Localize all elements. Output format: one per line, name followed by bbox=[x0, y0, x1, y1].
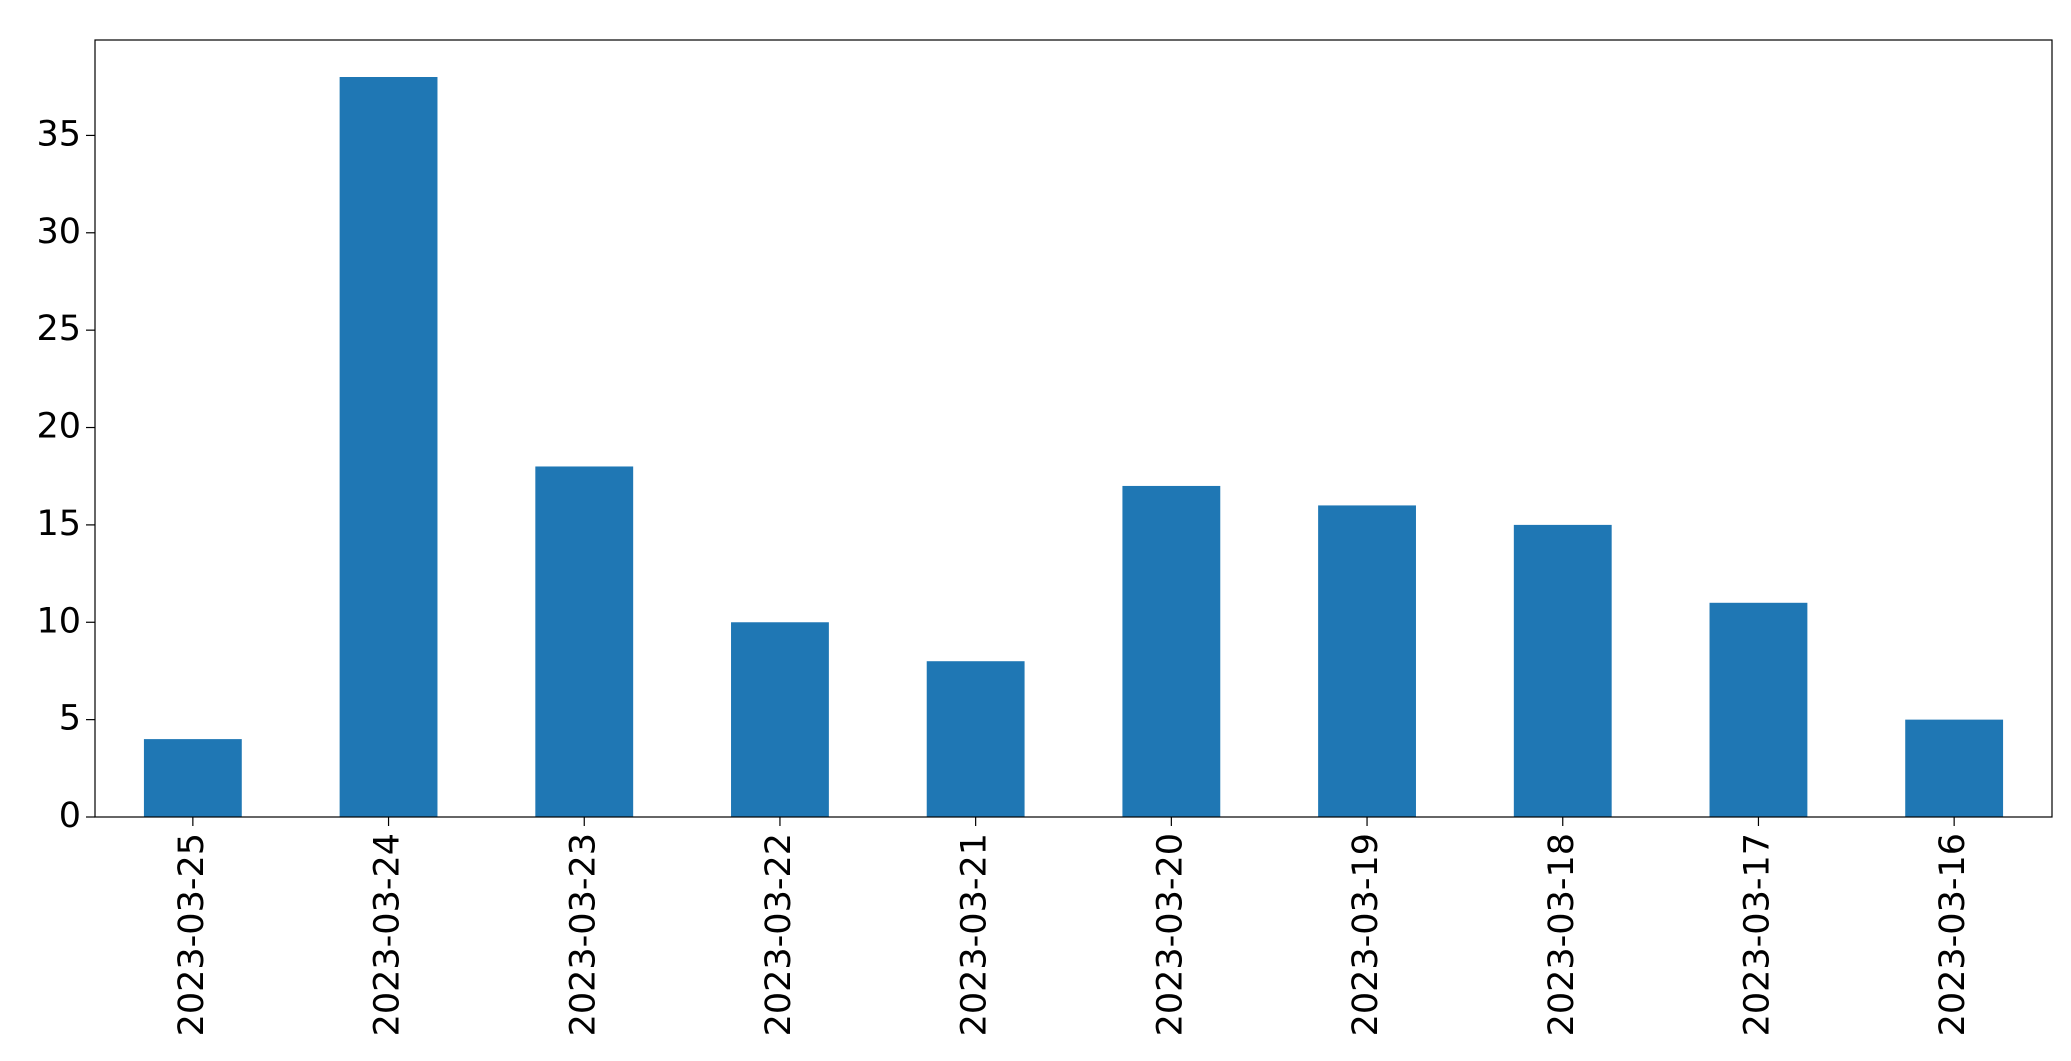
y-tick-label: 35 bbox=[36, 114, 81, 154]
y-tick-label: 0 bbox=[59, 796, 81, 836]
bar bbox=[1122, 485, 1221, 817]
y-tick-label: 10 bbox=[36, 601, 81, 641]
bar bbox=[1709, 602, 1808, 817]
bar bbox=[535, 466, 634, 817]
x-tick-label: 2023-03-22 bbox=[759, 833, 799, 1036]
bar bbox=[1318, 505, 1416, 817]
x-tick-label: 2023-03-24 bbox=[368, 833, 408, 1036]
x-tick-label: 2023-03-18 bbox=[1542, 833, 1582, 1036]
bar bbox=[926, 661, 1025, 817]
bar bbox=[1905, 719, 2004, 817]
y-tick-label: 15 bbox=[36, 504, 81, 544]
plot-frame bbox=[94, 39, 2053, 818]
x-tick-label: 2023-03-25 bbox=[172, 833, 212, 1036]
bar bbox=[339, 77, 438, 817]
x-tick-label: 2023-03-19 bbox=[1346, 833, 1386, 1036]
x-tick-label: 2023-03-23 bbox=[563, 833, 603, 1036]
bar bbox=[731, 622, 829, 817]
bar bbox=[143, 739, 242, 817]
x-tick-label: 2023-03-21 bbox=[955, 833, 995, 1036]
x-tick-label: 2023-03-17 bbox=[1737, 833, 1777, 1036]
y-tick-label: 20 bbox=[36, 407, 81, 447]
y-tick-label: 25 bbox=[36, 309, 81, 349]
y-tick-label: 5 bbox=[59, 699, 81, 739]
x-tick-label: 2023-03-20 bbox=[1150, 833, 1190, 1036]
y-tick-label: 30 bbox=[36, 212, 81, 252]
bar bbox=[1513, 524, 1612, 817]
x-tick-label: 2023-03-16 bbox=[1933, 833, 1973, 1036]
